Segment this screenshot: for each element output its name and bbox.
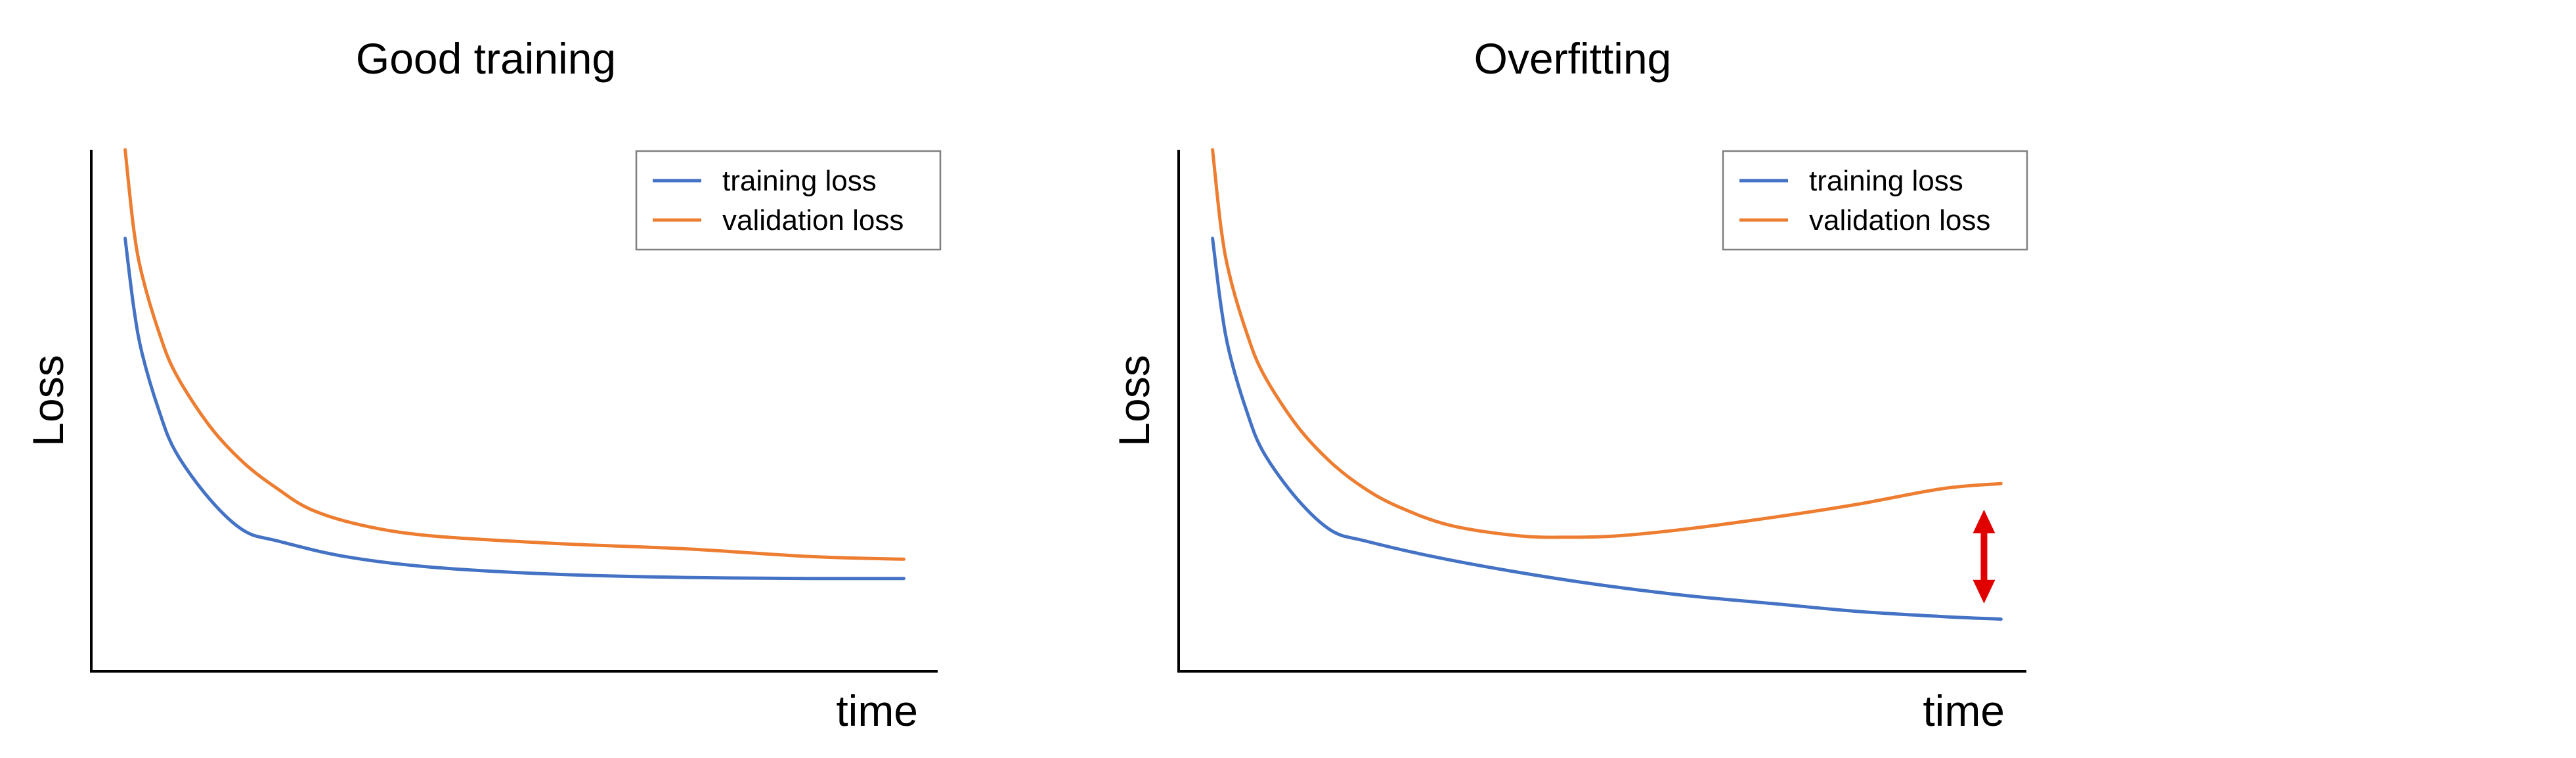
x-axis-label: time xyxy=(836,686,918,735)
chart-good-training: Good training Loss time training loss va… xyxy=(24,34,942,735)
arrow-head-down xyxy=(1973,579,1996,604)
chart-title: Overfitting xyxy=(1474,34,1672,83)
legend: training loss validation loss xyxy=(1722,150,2028,251)
series-line-training-loss xyxy=(123,236,906,581)
x-axis-label: time xyxy=(1923,686,2005,735)
series-line-validation-loss xyxy=(123,148,906,561)
legend-box xyxy=(1722,150,2028,251)
legend-label-validation: validation loss xyxy=(1809,204,1990,236)
annotation-layer xyxy=(1973,509,1996,604)
arrow-head-up xyxy=(1973,509,1996,533)
gap-double-arrow xyxy=(1973,509,1996,604)
legend-label-training: training loss xyxy=(1809,165,1963,197)
series-layer xyxy=(1211,148,2003,621)
chart-overfitting: Overfitting Loss time training loss vali… xyxy=(1110,34,2028,735)
legend-label-training: training loss xyxy=(722,165,877,197)
legend: training loss validation loss xyxy=(635,150,942,251)
chart-title: Good training xyxy=(356,34,616,83)
y-axis-label: Loss xyxy=(1110,355,1158,446)
series-line-training-loss xyxy=(1211,236,2003,621)
series-line-validation-loss xyxy=(1211,148,2003,539)
series-layer xyxy=(123,148,906,581)
y-axis-label: Loss xyxy=(24,355,72,446)
legend-label-validation: validation loss xyxy=(722,204,904,236)
legend-box xyxy=(635,150,942,251)
